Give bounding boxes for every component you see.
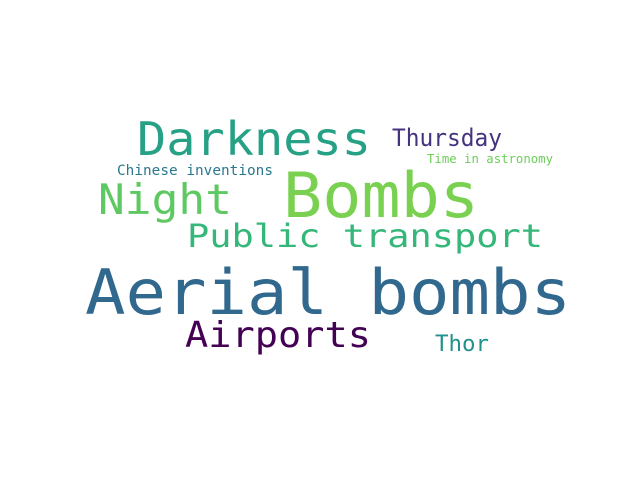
word-bombs: Bombs xyxy=(283,159,479,232)
word-night: Night xyxy=(98,175,232,224)
word-darkness: Darkness xyxy=(137,112,371,166)
word-time-in-astronomy: Time in astronomy xyxy=(427,152,553,166)
word-thor: Thor xyxy=(435,332,490,357)
word-aerial-bombs: Aerial bombs xyxy=(85,256,572,329)
word-chinese-inventions: Chinese inventions xyxy=(117,163,273,179)
word-airports: Airports xyxy=(185,315,371,356)
word-public-transport: Public transport xyxy=(187,217,543,255)
word-thursday: Thursday xyxy=(392,124,502,152)
